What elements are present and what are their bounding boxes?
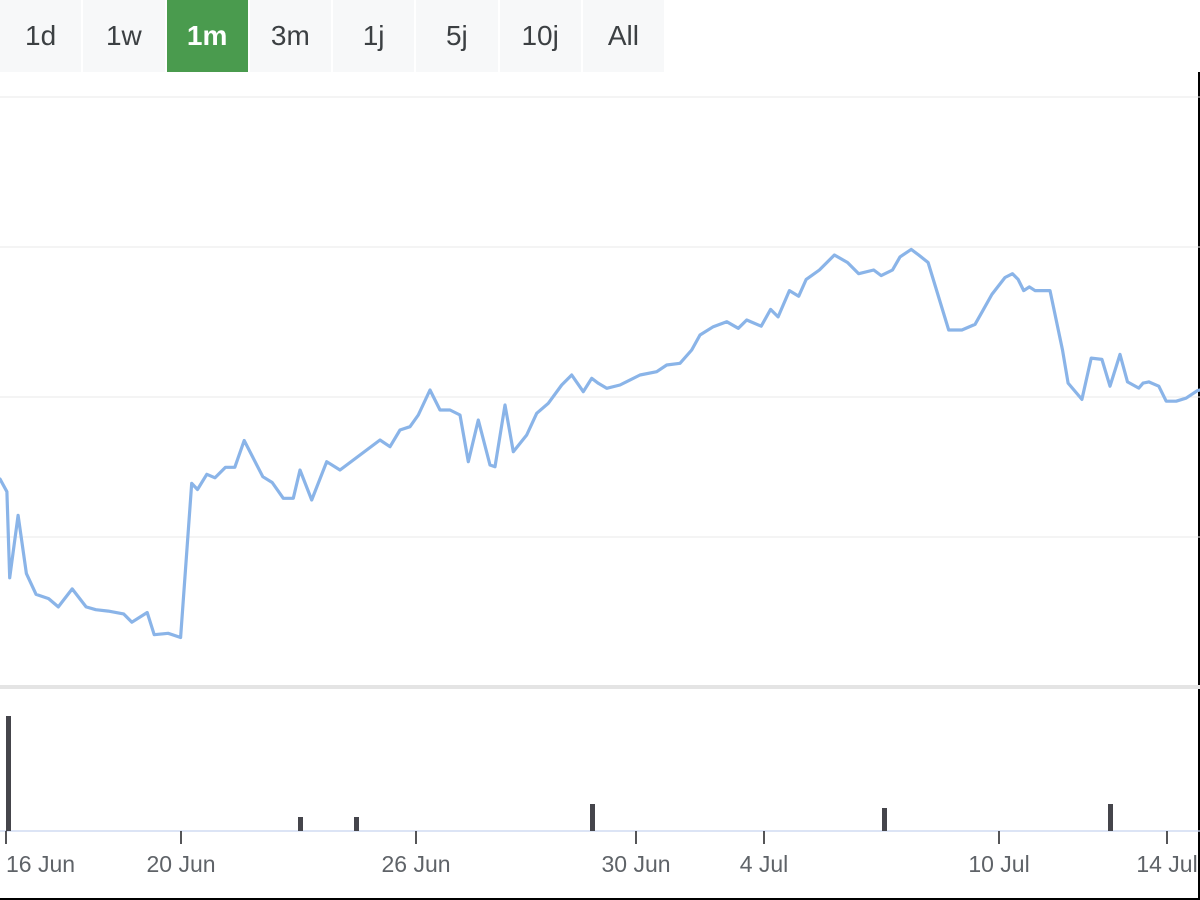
svg-text:16 Jun: 16 Jun bbox=[6, 851, 75, 877]
svg-text:20 Jun: 20 Jun bbox=[146, 851, 215, 877]
svg-text:26 Jun: 26 Jun bbox=[381, 851, 450, 877]
svg-text:10 Jul: 10 Jul bbox=[968, 851, 1029, 877]
svg-text:4 Jul: 4 Jul bbox=[740, 851, 789, 877]
svg-text:30 Jun: 30 Jun bbox=[601, 851, 670, 877]
svg-text:14 Jul: 14 Jul bbox=[1136, 851, 1197, 877]
